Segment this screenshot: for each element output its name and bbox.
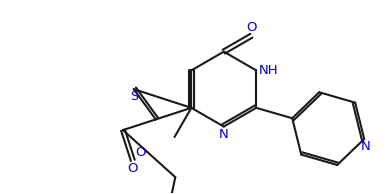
Text: N: N bbox=[360, 140, 370, 153]
Text: N: N bbox=[219, 128, 229, 141]
Text: S: S bbox=[130, 90, 138, 103]
Text: NH: NH bbox=[259, 64, 279, 77]
Text: O: O bbox=[135, 146, 146, 159]
Text: O: O bbox=[128, 162, 138, 175]
Text: O: O bbox=[246, 21, 256, 34]
